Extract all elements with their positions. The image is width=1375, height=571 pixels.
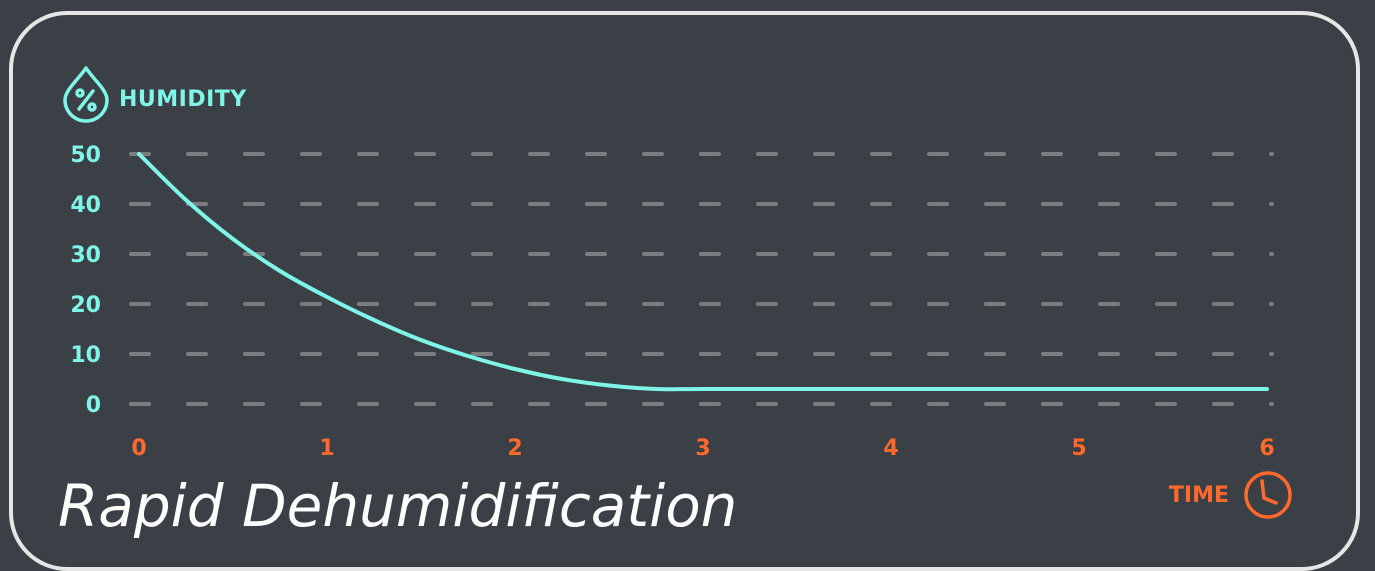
y-tick-label-0: 0: [86, 393, 101, 418]
x-tick-label-3: 3: [695, 436, 710, 461]
x-tick-labels: 0 1 2 3 4 5 6: [131, 436, 1274, 461]
y-tick-label-30: 30: [70, 243, 101, 268]
x-tick-label-4: 4: [883, 436, 898, 461]
y-tick-label-50: 50: [70, 143, 101, 168]
y-axis-label: HUMIDITY: [119, 87, 247, 112]
chart-title: Rapid Dehumidification: [58, 472, 737, 540]
x-tick-label-1: 1: [319, 436, 334, 461]
series-line-humidity: [137, 152, 1269, 392]
grid-lines: [129, 152, 1274, 406]
x-tick-label-0: 0: [131, 436, 146, 461]
y-tick-labels: 0 10 20 30 40 50: [70, 143, 101, 418]
humidity-chart: HUMIDITY 0 10 20 30 40 50 0 1 2 3 4 5 6 Rapid Dehum…: [58, 66, 1292, 540]
chart-frame: [9, 11, 1360, 571]
y-tick-label-10: 10: [70, 343, 101, 368]
x-tick-label-6: 6: [1259, 436, 1274, 461]
humidity-percent-drop-icon: [63, 66, 109, 123]
clock-icon: [1244, 471, 1292, 519]
y-tick-label-20: 20: [70, 293, 101, 318]
x-tick-label-2: 2: [507, 436, 522, 461]
y-tick-label-40: 40: [70, 193, 101, 218]
x-axis-label: TIME: [1169, 483, 1229, 508]
x-tick-label-5: 5: [1071, 436, 1086, 461]
